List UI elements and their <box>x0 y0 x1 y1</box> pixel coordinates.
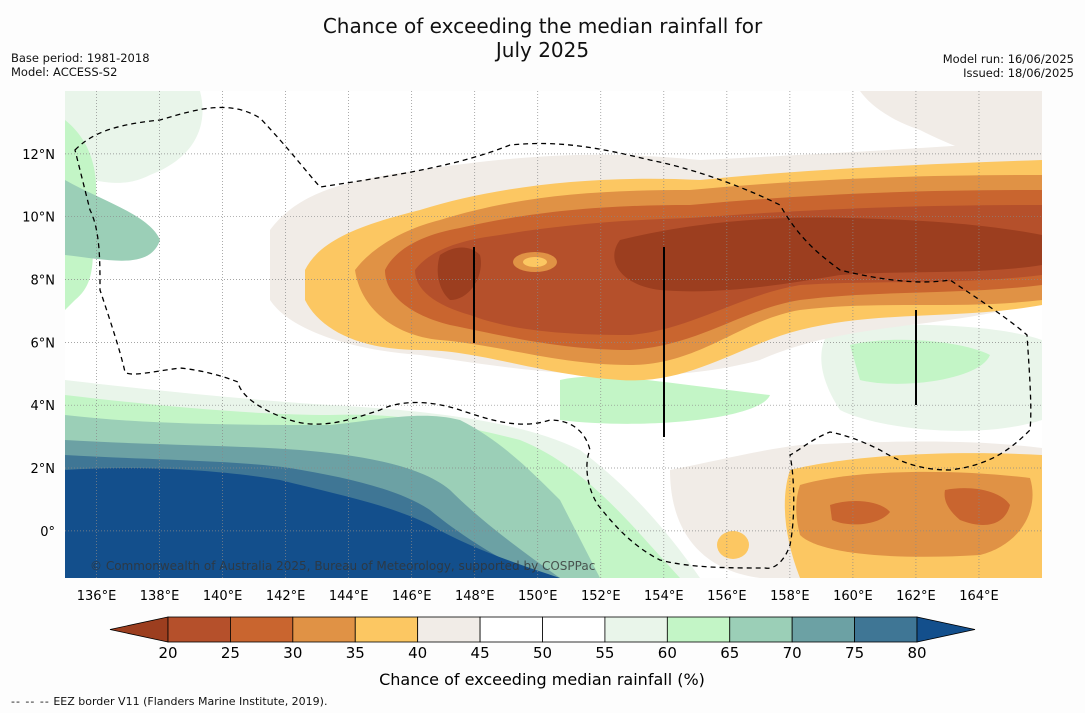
colorbar-segment <box>292 616 356 643</box>
base-period-text: Base period: 1981-2018 <box>11 51 150 65</box>
colorbar-tick-label: 35 <box>346 644 365 662</box>
colorbar-tick-label: 65 <box>720 644 739 662</box>
colorbar-extend-high <box>916 616 976 643</box>
copyright-text: © Commonwealth of Australia 2025, Bureau… <box>90 559 595 573</box>
x-tick-label: 152°E <box>581 589 621 604</box>
field-spot-35 <box>523 257 547 267</box>
field-patch-65-east <box>850 339 990 384</box>
colorbar-segment <box>791 616 855 643</box>
chart-title: Chance of exceeding the median rainfall … <box>0 14 1085 62</box>
colorbar-tick-label: 20 <box>158 644 177 662</box>
x-tick-label: 150°E <box>518 589 558 604</box>
y-tick-label: 6°N <box>31 336 56 351</box>
colorbar-segment <box>479 616 543 643</box>
colorbar-label: Chance of exceeding median rainfall (%) <box>379 670 705 689</box>
field-se-30 <box>830 500 890 525</box>
colorbar-segment <box>604 616 668 643</box>
colorbar-tick-label: 80 <box>907 644 926 662</box>
field-patch-60-northwest <box>65 91 203 183</box>
footnote-text: EEZ border V11 (Flanders Marine Institut… <box>53 695 328 708</box>
left-meta: Base period: 1981-2018 Model: ACCESS-S2 <box>11 51 150 79</box>
x-tick-label: 140°E <box>203 589 243 604</box>
colorbar-segment <box>354 616 419 643</box>
eez-border <box>74 106 1032 569</box>
model-text: Model: ACCESS-S2 <box>11 65 118 79</box>
map-field <box>65 91 1042 578</box>
x-tick-label: 136°E <box>77 589 117 604</box>
colorbar-segment <box>729 616 793 643</box>
colorbar: 20 25 30 35 40 45 50 55 60 65 70 75 80 <box>109 616 976 662</box>
colorbar-tick-label: 75 <box>845 644 864 662</box>
x-tick-label: 154°E <box>644 589 684 604</box>
y-tick-label: 8°N <box>31 274 56 289</box>
title-line-2: July 2025 <box>495 38 590 62</box>
x-tick-label: 156°E <box>707 589 747 604</box>
x-tick-label: 142°E <box>266 589 306 604</box>
colorbar-tick-label: 60 <box>658 644 677 662</box>
colorbar-tick-label: 30 <box>283 644 302 662</box>
x-tick-label: 146°E <box>392 589 432 604</box>
x-axis-ticks: 136°E 138°E 140°E 142°E 144°E 146°E 148°E 150°E… <box>77 589 999 604</box>
right-meta: Model run: 16/06/2025 Issued: 18/06/2025 <box>943 52 1074 80</box>
y-axis-ticks: 12°N 10°N 8°N 6°N 4°N 2°N 0° <box>22 148 55 540</box>
issued-text: Issued: 18/06/2025 <box>963 66 1074 80</box>
field-se-30b <box>944 488 1010 525</box>
colorbar-segment <box>230 616 294 643</box>
x-tick-label: 160°E <box>833 589 873 604</box>
field-core-west <box>437 247 481 300</box>
field-band-20 <box>614 217 1042 292</box>
colorbar-tick-label: 25 <box>221 644 240 662</box>
field-patch-70-northwest <box>65 180 160 261</box>
colorbar-tick-label: 45 <box>471 644 490 662</box>
y-tick-label: 4°N <box>31 399 56 414</box>
y-tick-label: 12°N <box>22 148 55 163</box>
footnote: -- -- -- EEZ border V11 (Flanders Marine… <box>11 695 327 708</box>
model-run-text: Model run: 16/06/2025 <box>942 52 1074 66</box>
x-tick-label: 138°E <box>140 589 180 604</box>
y-tick-label: 10°N <box>22 211 55 226</box>
field-small-40 <box>717 531 749 559</box>
eez-legend-symbol: -- -- -- <box>11 695 50 708</box>
field-wet-85 <box>65 468 560 578</box>
x-tick-label: 148°E <box>455 589 495 604</box>
y-tick-label: 0° <box>40 525 55 540</box>
title-line-1: Chance of exceeding the median rainfall … <box>322 14 763 38</box>
colorbar-segment <box>542 616 606 643</box>
colorbar-tick-label: 70 <box>783 644 802 662</box>
x-tick-label: 144°E <box>329 589 369 604</box>
colorbar-segment <box>666 616 731 643</box>
x-tick-label: 164°E <box>959 589 999 604</box>
colorbar-segment <box>167 616 231 643</box>
colorbar-tick-label: 55 <box>595 644 614 662</box>
x-tick-label: 162°E <box>896 589 936 604</box>
colorbar-tick-label: 50 <box>533 644 552 662</box>
colorbar-segment <box>417 616 481 643</box>
y-tick-label: 2°N <box>31 462 56 477</box>
colorbar-extend-low <box>109 616 169 643</box>
colorbar-segment <box>854 616 918 643</box>
x-tick-label: 158°E <box>770 589 810 604</box>
colorbar-tick-label: 40 <box>408 644 427 662</box>
